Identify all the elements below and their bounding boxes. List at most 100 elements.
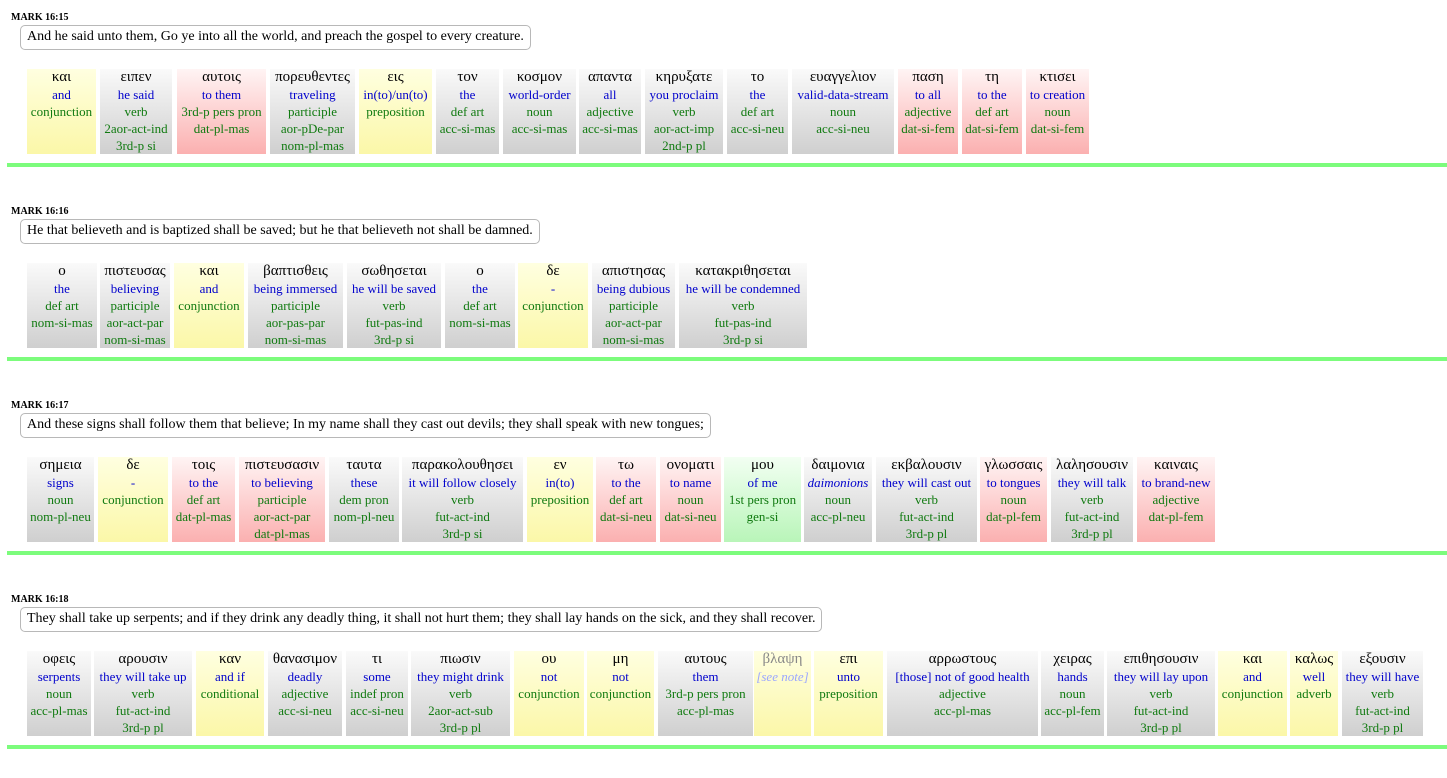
greek-word-cell[interactable]: κηρυξατε you proclaim verb aor-act-imp 2nd-p…	[645, 69, 723, 154]
greek-word-cell[interactable]: πορευθεντες traveling participle aor-pDe-pa…	[270, 69, 355, 154]
greek-word-cell[interactable]: τον the def art acc-si-mas	[436, 69, 499, 154]
greek-word-cell[interactable]: τω to the def art dat-si-neu	[596, 457, 656, 542]
grammar-parse: acc-pl-fem	[1044, 703, 1101, 718]
grammar-parse: dat-si-fem	[965, 121, 1019, 136]
verse-reference: MARK 16:16	[11, 206, 69, 217]
greek-word-cell[interactable]: εν in(to) preposition	[527, 457, 593, 542]
greek-word-cell[interactable]: εις in(to)/un(to) preposition	[359, 69, 432, 154]
grammar-parse: dat-pl-fem	[1148, 509, 1204, 524]
greek-word-cell[interactable]: καιναις to brand-new adjective dat-pl-fem	[1137, 457, 1215, 542]
verse-block: MARK 16:17 And these signs shall follow t…	[0, 395, 1447, 565]
greek-word-cell[interactable]: πιωσιν they might drink verb 2aor-act-sub 3r…	[411, 651, 510, 736]
greek-word-cell[interactable]: ειπεν he said verb 2aor-act-ind 3rd-p si	[100, 69, 172, 154]
greek-word-cell[interactable]: επιθησουσιν they will lay upon verb fut-act…	[1107, 651, 1215, 736]
greek-word-cell[interactable]: κτισει to creation noun dat-si-fem	[1026, 69, 1089, 154]
grammar-parse: 3rd-p si	[115, 138, 157, 153]
greek-word-cell[interactable]: και and conjunction	[27, 69, 96, 154]
greek-word-cell[interactable]: σημεια signs noun nom-pl-neu	[27, 457, 94, 542]
greek-word-cell[interactable]: μη not conjunction	[587, 651, 654, 736]
greek-word: λαλησουσιν	[1055, 457, 1129, 473]
greek-word: αυτοις	[202, 69, 241, 85]
greek-word: εκβαλουσιν	[891, 457, 962, 473]
greek-word-cell[interactable]: απιστησας being dubious participle aor-act-…	[592, 263, 675, 348]
greek-word-cell[interactable]: καλως well adverb	[1290, 651, 1338, 736]
grammar-parse: 3rd-p pl	[1361, 720, 1404, 735]
greek-word-cell[interactable]: κατακριθησεται he will be condemned verb fu…	[679, 263, 807, 348]
greek-word: πιστευσας	[104, 263, 166, 279]
grammar-parse: noun	[1059, 686, 1086, 701]
english-gloss: daimonions	[807, 475, 869, 490]
greek-word-cell[interactable]: και and conjunction	[174, 263, 244, 348]
greek-word: εις	[387, 69, 404, 85]
greek-word-cell[interactable]: παρακολουθησει it will follow closely verb…	[402, 457, 523, 542]
english-gloss: not	[612, 669, 629, 684]
greek-word-cell[interactable]: αυτοις to them 3rd-p pers pron dat-pl-mas	[177, 69, 266, 154]
grammar-parse: verb	[731, 298, 755, 313]
greek-word-cell[interactable]: δε - conjunction	[518, 263, 588, 348]
greek-word-cell[interactable]: ου not conjunction	[514, 651, 584, 736]
english-gloss: well	[1302, 669, 1326, 684]
greek-word: απιστησας	[601, 263, 666, 279]
english-gloss: the	[459, 87, 476, 102]
see-note-link[interactable]: [see note]	[756, 669, 809, 684]
grammar-parse: aor-pDe-par	[280, 121, 345, 136]
greek-word-cell[interactable]: οφεις serpents noun acc-pl-mas	[27, 651, 91, 736]
grammar-parse: def art	[450, 104, 485, 119]
grammar-parse: verb	[1149, 686, 1173, 701]
greek-word-cell[interactable]: αυτους them 3rd-p pers pron acc-pl-mas	[658, 651, 753, 736]
greek-word-cell[interactable]: κοσμον world-order noun acc-si-mas	[503, 69, 576, 154]
greek-word-cell[interactable]: τη to the def art dat-si-fem	[962, 69, 1022, 154]
greek-word-cell[interactable]: επι unto preposition	[814, 651, 883, 736]
greek-word-cell[interactable]: σωθησεται he will be saved verb fut-pas-ind…	[347, 263, 441, 348]
greek-word-cell[interactable]: το the def art acc-si-neu	[727, 69, 788, 154]
greek-word-cell[interactable]: εκβαλουσιν they will cast out verb fut-act-…	[876, 457, 977, 542]
english-gloss: being dubious	[596, 281, 671, 296]
greek-word-cell[interactable]: ταυτα these dem pron nom-pl-neu	[329, 457, 399, 542]
greek-word-cell[interactable]: αρουσιν they will take up verb fut-act-ind 3…	[94, 651, 192, 736]
greek-word-cell[interactable]: δε - conjunction	[98, 457, 168, 542]
greek-word-cell[interactable]: μου of me 1st pers pron gen-si	[724, 457, 801, 542]
greek-word-cell[interactable]: πιστευσας believing participle aor-act-par n…	[100, 263, 170, 348]
greek-word: οφεις	[42, 651, 76, 667]
greek-word-cell[interactable]: και and conjunction	[1218, 651, 1287, 736]
grammar-parse: 1st pers pron	[728, 492, 797, 507]
greek-word-cell[interactable]: βλαψη [see note]	[754, 651, 811, 736]
grammar-parse: 2aor-act-ind	[104, 121, 168, 136]
greek-word-cell[interactable]: δαιμονια daimonions noun acc-pl-neu	[804, 457, 872, 542]
english-gloss: he said	[117, 87, 155, 102]
greek-word: αυτους	[684, 651, 727, 667]
greek-word-cell[interactable]: πιστευσασιν to believing participle aor-act…	[239, 457, 325, 542]
english-gloss: serpents	[37, 669, 81, 684]
greek-word-cell[interactable]: θανασιμον deadly adjective acc-si-neu	[268, 651, 342, 736]
greek-word-cell[interactable]: καν and if conditional	[196, 651, 264, 736]
greek-word-cell[interactable]: ευαγγελιον valid-data-stream noun acc-si-ne…	[792, 69, 894, 154]
english-gloss: hands	[1057, 669, 1088, 684]
english-gloss: they might drink	[417, 669, 504, 684]
english-gloss: deadly	[287, 669, 323, 684]
greek-word-cell[interactable]: λαλησουσιν they will talk verb fut-act-ind 3…	[1051, 457, 1133, 542]
greek-word-cell[interactable]: ο the def art nom-si-mas	[27, 263, 97, 348]
greek-word-cell[interactable]: παση to all adjective dat-si-fem	[898, 69, 958, 154]
greek-word-cell[interactable]: απαντα all adjective acc-si-mas	[579, 69, 641, 154]
english-gloss: you proclaim	[649, 87, 719, 102]
greek-word-cell[interactable]: χειρας hands noun acc-pl-fem	[1041, 651, 1104, 736]
greek-word-cell[interactable]: ο the def art nom-si-mas	[445, 263, 515, 348]
grammar-parse: acc-si-mas	[582, 121, 638, 136]
greek-word-cell[interactable]: εξουσιν they will have verb fut-act-ind 3rd-…	[1342, 651, 1423, 736]
grammar-parse: verb	[382, 298, 406, 313]
greek-word-cell[interactable]: τι some indef pron acc-si-neu	[346, 651, 408, 736]
english-gloss: they will have	[1345, 669, 1420, 684]
greek-word-cell[interactable]: γλωσσαις to tongues noun dat-pl-fem	[980, 457, 1047, 542]
greek-word-cell[interactable]: αρρωστους [those] not of good health adjec…	[887, 651, 1038, 736]
greek-word-cell[interactable]: τοις to the def art dat-pl-mas	[172, 457, 235, 542]
grammar-parse: verb	[914, 492, 939, 507]
grammar-parse: acc-si-neu	[816, 121, 870, 136]
grammar-parse: 3rd-p si	[373, 332, 415, 347]
english-gloss: valid-data-stream	[797, 87, 889, 102]
grammar-parse: participle	[257, 492, 307, 507]
greek-word-cell[interactable]: βαπτισθεις being immersed participle aor-pa…	[248, 263, 343, 348]
greek-word: ονοματι	[666, 457, 715, 473]
greek-word: εν	[553, 457, 567, 473]
greek-word: τη	[985, 69, 999, 85]
greek-word-cell[interactable]: ονοματι to name noun dat-si-neu	[660, 457, 721, 542]
